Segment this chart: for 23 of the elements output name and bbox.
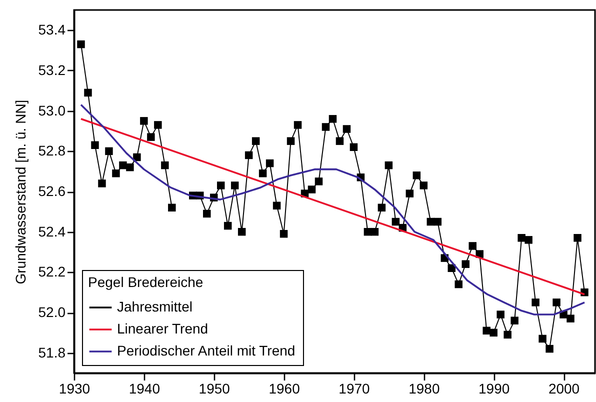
- x-tick-label: 1970: [338, 380, 370, 396]
- y-tick-label: 52.8: [38, 142, 66, 159]
- x-tick-label: 1960: [268, 380, 300, 396]
- y-axis-title: Grundwasserstand [m. ü. NN]: [12, 100, 28, 284]
- x-tick-label: 1930: [58, 380, 90, 396]
- legend-label: Jahresmittel: [117, 298, 192, 314]
- x-tick-label: 2000: [548, 380, 580, 396]
- line-series: [80, 104, 586, 316]
- y-tick-label: 52.4: [38, 223, 66, 240]
- y-tick-label: 53.4: [38, 22, 66, 38]
- y-tick-label: 52.6: [38, 183, 66, 199]
- y-tick-label: 52.0: [38, 304, 66, 320]
- x-tick-label: 1940: [128, 380, 160, 396]
- legend-label: Linearer Trend: [117, 320, 208, 336]
- x-tick-label: 1980: [408, 380, 440, 396]
- y-tick-label: 51.8: [38, 344, 66, 360]
- y-tick-label: 53.0: [38, 102, 66, 118]
- x-tick-label: 1990: [478, 380, 510, 396]
- legend-title: Pegel Bredereiche: [88, 274, 204, 290]
- y-tick-label: 53.2: [38, 62, 66, 78]
- y-tick-label: 52.2: [38, 264, 66, 280]
- legend-label: Periodischer Anteil mit Trend: [117, 342, 296, 358]
- x-tick-label: 1950: [198, 380, 230, 396]
